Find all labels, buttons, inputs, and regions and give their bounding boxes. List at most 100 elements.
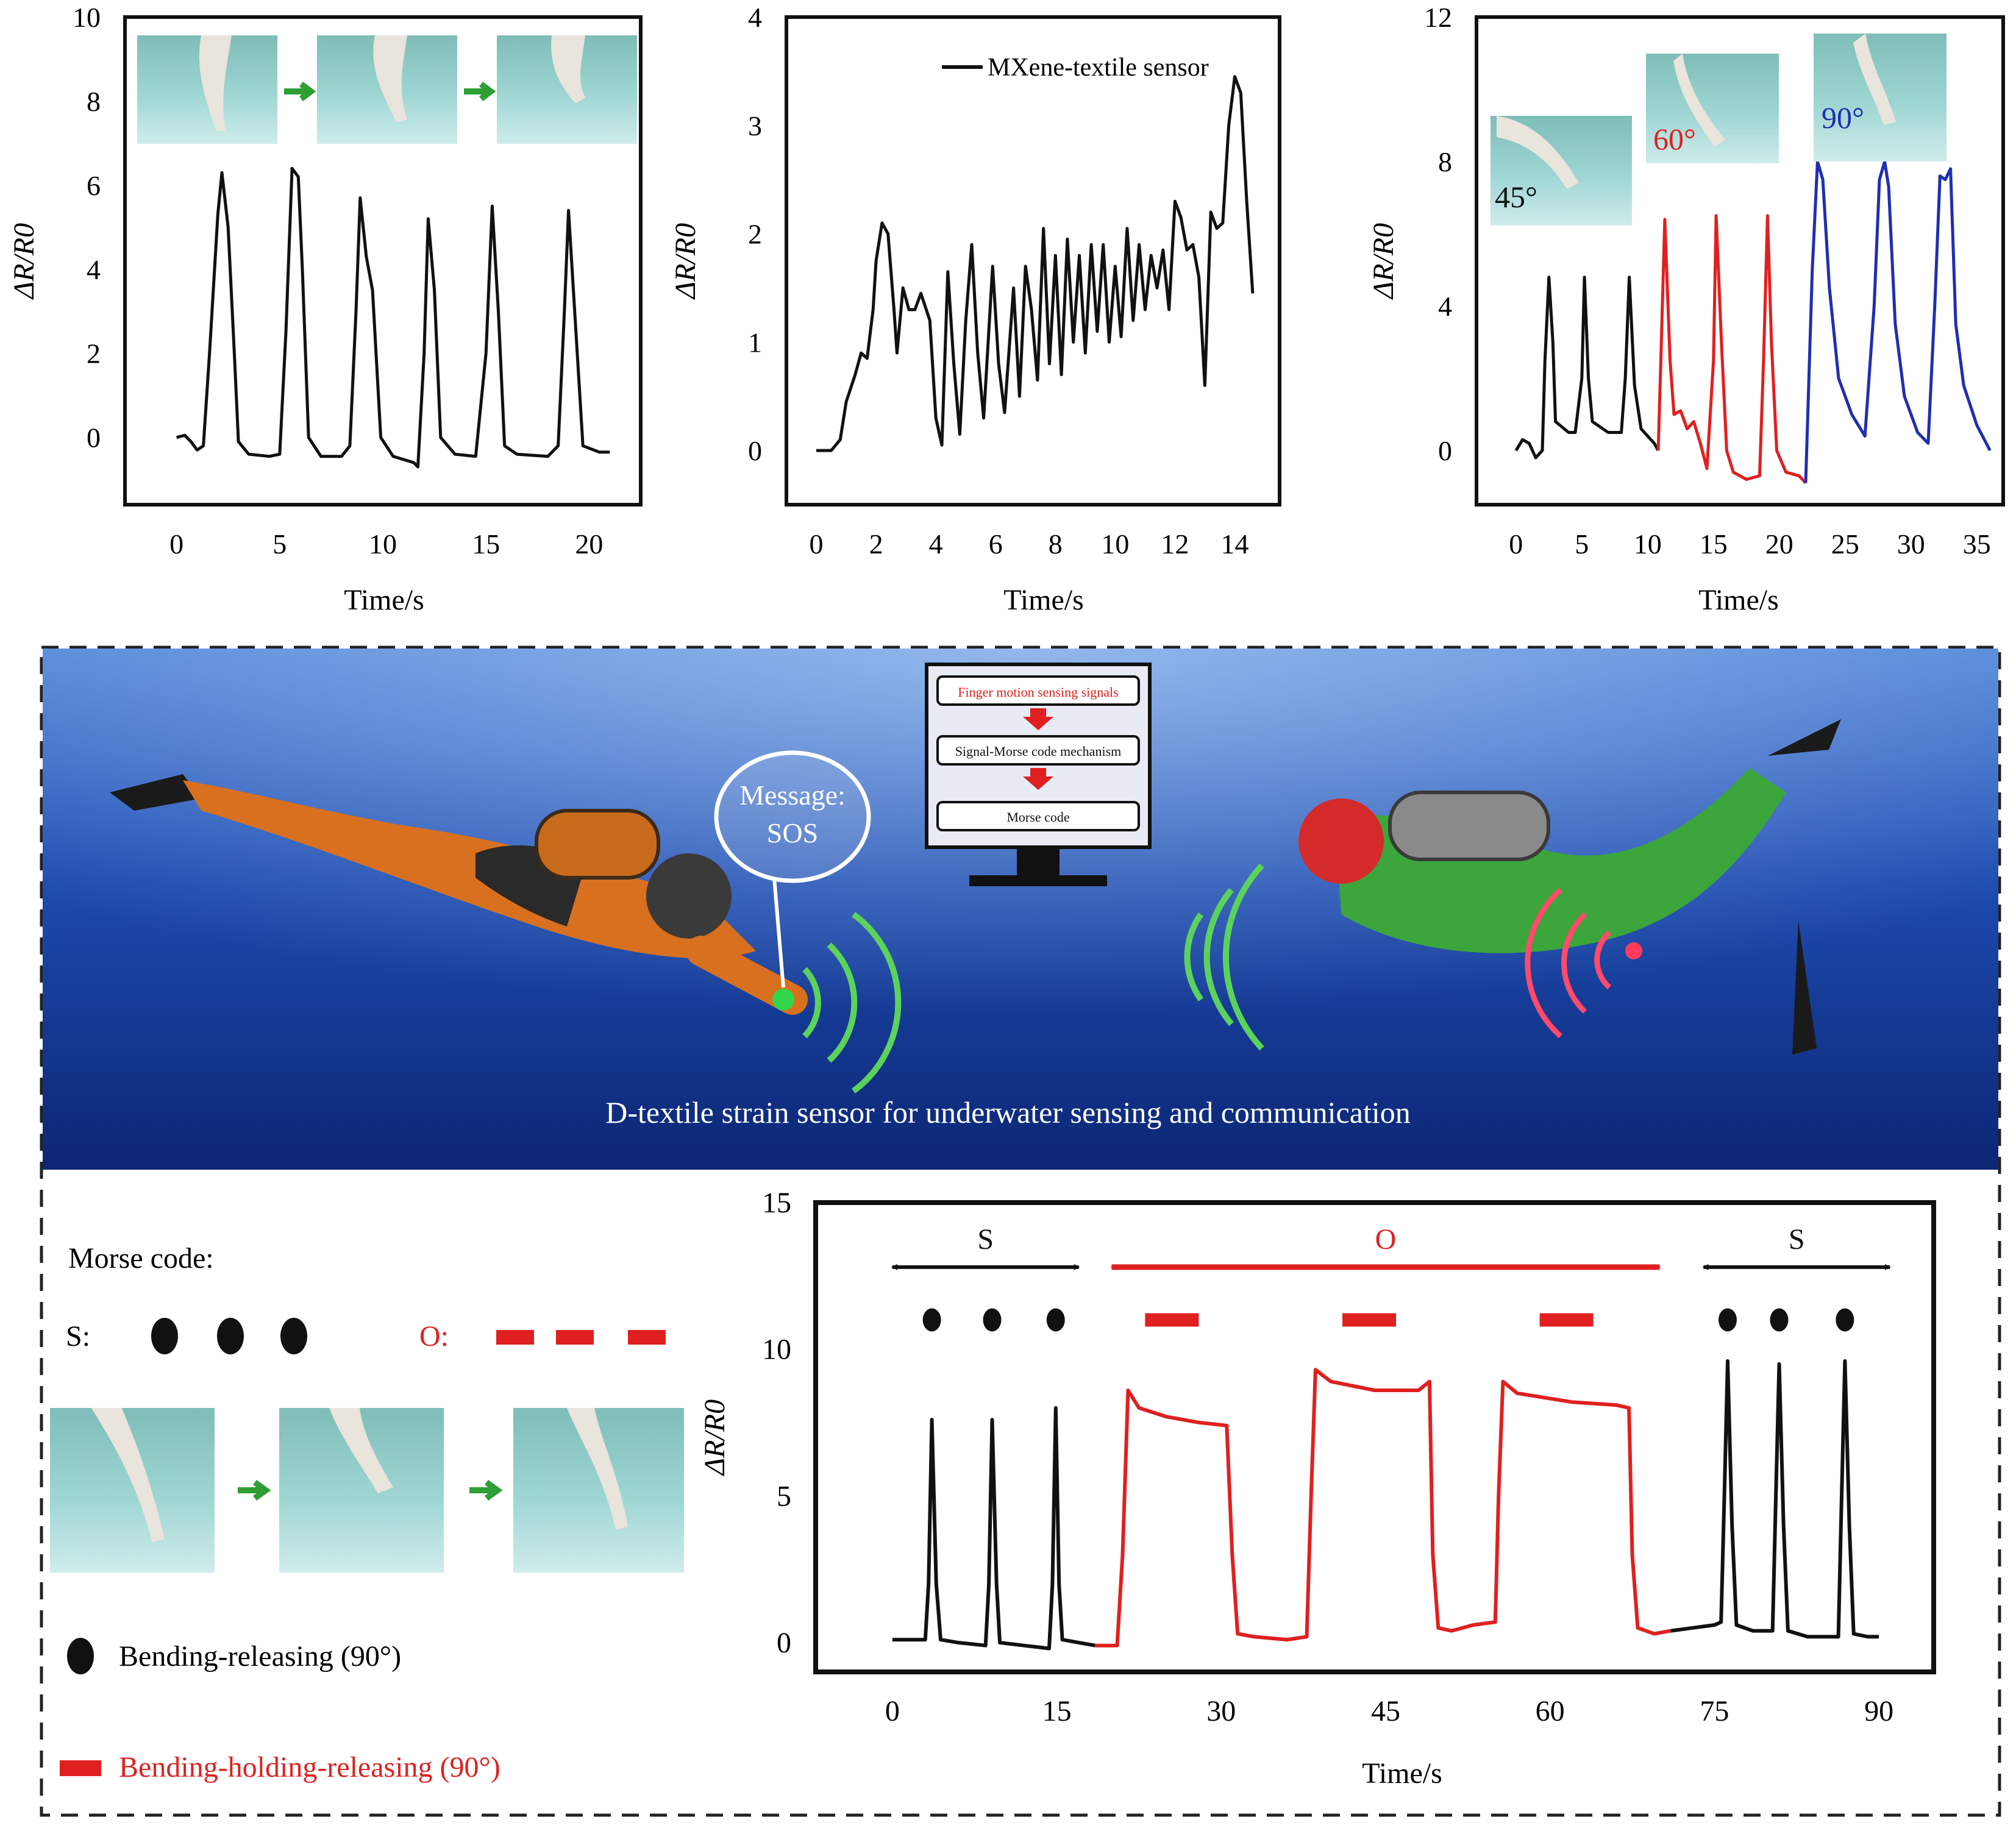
signal-receive [1184, 863, 1264, 1051]
panel-a-ytick-label: 0 [87, 422, 101, 453]
panel-d-xtick-label: 90 [1864, 1695, 1893, 1727]
panel-b-legend-label: MXene-textile sensor [988, 54, 1209, 82]
panel-b-ytick-label: 1 [748, 327, 762, 358]
hand-icon [91, 1408, 165, 1542]
panel-a-xtick-label: 5 [272, 528, 287, 560]
segment-label: S [1789, 1223, 1805, 1256]
hand-icon [1673, 54, 1725, 146]
flow-step-2 [936, 735, 1140, 766]
panel-b-series [816, 75, 1255, 452]
panel-c-xtick-label: 0 [1509, 528, 1523, 560]
flow-step-1 [936, 675, 1140, 706]
morse-dot-mark [922, 1308, 941, 1332]
dash-icon [496, 1330, 534, 1345]
panel-a-ytick-label: 2 [87, 338, 101, 369]
sensor-glow-icon [772, 989, 794, 1011]
dot-legend-icon [67, 1638, 94, 1674]
signal-wave-icon [802, 967, 821, 1039]
panel-b-ytick-label: 2 [748, 219, 762, 250]
diver-receiver [1298, 719, 1841, 1054]
panel-b-xtick-label: 4 [929, 528, 943, 560]
dashed-border [40, 645, 2001, 1817]
arrow-right-icon [284, 82, 316, 101]
segment-label: O [1375, 1223, 1397, 1256]
signal-wave-icon [827, 942, 858, 1063]
panel-a-xlabel: Time/s [344, 584, 424, 616]
panel-a-frame [123, 15, 643, 507]
panel-a-series-line [176, 166, 610, 469]
diver-body [1335, 768, 1786, 953]
panel-a-xtick-label: 20 [575, 528, 603, 560]
panel-d-xtick-label: 45 [1371, 1695, 1400, 1727]
morse-dot-mark [983, 1308, 1002, 1332]
monitor-stand [1017, 847, 1060, 876]
arrow-right-icon [469, 1479, 503, 1501]
morse-dash-mark [1539, 1313, 1594, 1327]
fin-icon [1792, 920, 1817, 1054]
panel-b-xtick-label: 8 [1049, 528, 1063, 560]
panel-c-ytick-label: 0 [1438, 435, 1452, 466]
panel-b-ytick-label: 4 [748, 2, 762, 33]
diver-head [1298, 798, 1384, 884]
dash-icon [556, 1330, 594, 1345]
panel-c-ytick-label: 8 [1438, 146, 1452, 177]
panel-b-ytick-label: 3 [748, 110, 762, 141]
morse-dot-mark [1836, 1308, 1854, 1332]
panel-c-series [1514, 160, 1992, 485]
panel-d-xtick-label: 0 [885, 1695, 900, 1727]
panel-d-ytick-label: 10 [762, 1334, 791, 1366]
fin-icon [1768, 719, 1841, 756]
signal-wave-icon [1525, 887, 1562, 1039]
panel-c: 0 5 10 15 20 25 30 35 0 4 8 12 Time/s ΔR/R0 45° 60°… [1367, 2, 2005, 616]
speech-line2: SOS [767, 817, 818, 848]
panel-b-frame [785, 15, 1281, 507]
panel-a-ytick-label: 4 [87, 254, 101, 285]
hand-icon [551, 35, 585, 104]
panel-d-xlabel: Time/s [1362, 1757, 1442, 1790]
flow-step-3-label: Morse code [1006, 809, 1069, 825]
panel-d-xtick-label: 60 [1536, 1695, 1565, 1727]
banner-caption: D-textile strain sensor for underwater s… [605, 1095, 1411, 1129]
panel-c-xtick-label: 5 [1575, 528, 1589, 560]
speech-bubble [714, 750, 871, 883]
panel-b-series-line [816, 75, 1255, 452]
hand-icon [373, 35, 407, 122]
tank-photo [50, 1408, 215, 1573]
panel-b-ytick-label: 0 [748, 435, 762, 466]
arrow-down-icon [1023, 708, 1053, 730]
panel-d-series-line [892, 1406, 1096, 1651]
arrow-down-icon [1023, 768, 1053, 790]
panel-c-xtick-label: 10 [1634, 528, 1662, 560]
o-label: O: [419, 1320, 449, 1353]
tank-photo [1646, 54, 1779, 163]
panel-d-frame [813, 1200, 1936, 1674]
panel-b-xtick-label: 2 [869, 528, 883, 560]
hand-icon [1497, 116, 1579, 189]
morse-legend: Morse code: S: O: Bending-releasing (90°… [50, 1242, 684, 1783]
morse-dot-mark [1770, 1308, 1789, 1332]
morse-dash-mark [1145, 1313, 1199, 1327]
dash-icon [628, 1330, 666, 1345]
morse-dot-mark [1718, 1308, 1737, 1332]
panel-d-ylabel: ΔR/R0 [699, 1399, 731, 1476]
arrow-right-icon [464, 82, 496, 101]
segment-label: S [977, 1223, 994, 1256]
panel-a-ytick-label: 8 [87, 86, 101, 117]
flow-step-2-label: Signal-Morse code mechanism [955, 744, 1122, 759]
panel-d-axis-ticks: 0 15 30 45 60 75 90 0 5 10 15 [762, 1187, 1893, 1727]
hand-icon [329, 1408, 393, 1493]
panel-c-ytick-label: 12 [1424, 2, 1452, 33]
panel-a-axis-ticks: 0 5 10 15 20 0 2 4 6 8 10 [73, 2, 603, 560]
panel-c-axis-ticks: 0 5 10 15 20 25 30 35 0 4 8 12 [1424, 2, 1991, 560]
panel-b-xtick-label: 14 [1220, 528, 1248, 560]
panel-b-xtick-label: 10 [1101, 528, 1129, 560]
dot-icon [280, 1318, 307, 1354]
signal-wave-icon [1184, 912, 1204, 1001]
air-tank-icon [1388, 791, 1550, 861]
signal-wave-icon [1594, 930, 1612, 990]
panel-d-xtick-label: 30 [1206, 1695, 1236, 1727]
underwater-banner: Message: SOS [43, 649, 1998, 1170]
